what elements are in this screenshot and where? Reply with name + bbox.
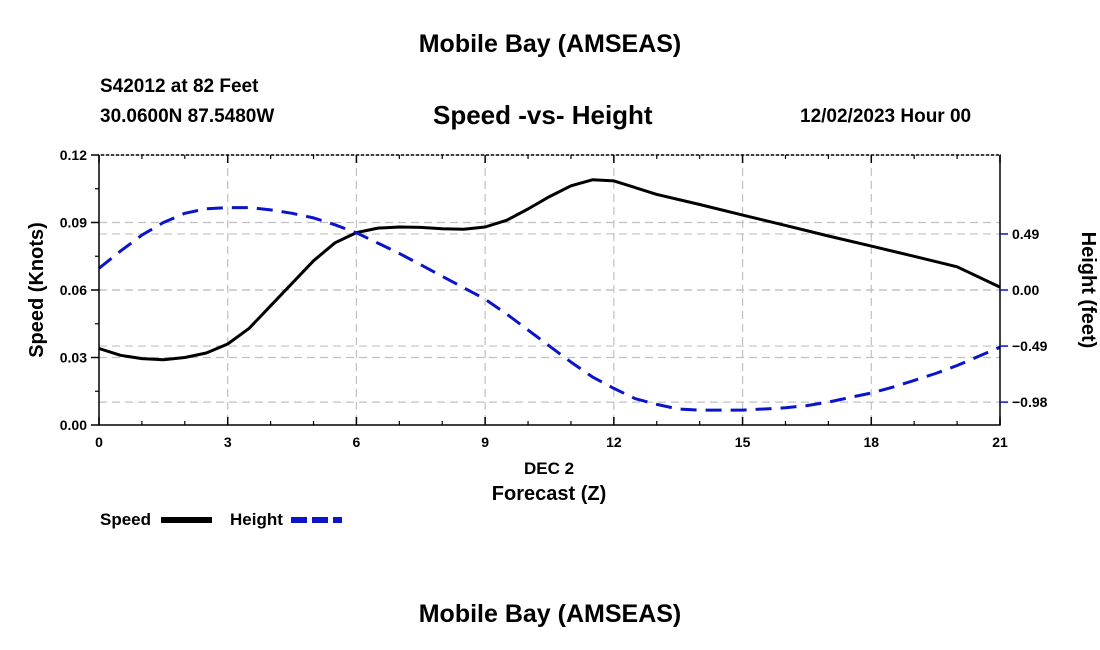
y2-axis-title: Height (feet) bbox=[1077, 232, 1099, 349]
y2-tick-label: 0.00 bbox=[1012, 282, 1039, 298]
chart-subtitle: Speed -vs- Height bbox=[433, 100, 653, 130]
legend-height-label: Height bbox=[230, 510, 283, 529]
y-tick-label: 0.06 bbox=[60, 282, 87, 298]
x-tick-label: 9 bbox=[481, 434, 489, 450]
station-label: S42012 at 82 Feet bbox=[100, 76, 259, 97]
x-tick-label: 6 bbox=[353, 434, 361, 450]
x-tick-label: 3 bbox=[224, 434, 232, 450]
x-tick-label: 12 bbox=[606, 434, 622, 450]
y-tick-label: 0.12 bbox=[60, 147, 87, 163]
y2-tick-label: −0.98 bbox=[1012, 394, 1048, 410]
x-tick-label: 18 bbox=[863, 434, 879, 450]
coordinates-label: 30.0600N 87.5480W bbox=[100, 106, 275, 127]
height-series-line bbox=[98, 206, 1001, 412]
x-tick-label: 0 bbox=[95, 434, 103, 450]
legend-speed-label: Speed bbox=[100, 510, 151, 529]
chart-top-title: Mobile Bay (AMSEAS) bbox=[418, 30, 682, 58]
y2-tick-label: 0.49 bbox=[1012, 226, 1039, 242]
axis-labels: 0 3 6 9 12 15 18 21 0.00 0.03 0.06 0.09 0.12 0.49 0.00… bbox=[26, 147, 1099, 505]
y-axis-title: Speed (Knots) bbox=[26, 222, 48, 358]
x-axis-title: Forecast (Z) bbox=[492, 483, 606, 505]
x-tick-label: 21 bbox=[992, 434, 1008, 450]
forecast-datetime: 12/02/2023 Hour 00 bbox=[800, 106, 972, 127]
speed-series-line bbox=[98, 178, 1001, 362]
chart-bottom-title: Mobile Bay (AMSEAS) bbox=[418, 600, 682, 628]
chart-axes bbox=[91, 154, 1008, 426]
x-axis-date: DEC 2 bbox=[524, 459, 574, 478]
y-tick-label: 0.00 bbox=[60, 417, 87, 433]
y-tick-label: 0.09 bbox=[60, 215, 87, 231]
x-tick-label: 15 bbox=[735, 434, 751, 450]
legend: Speed Height bbox=[100, 510, 342, 529]
y-tick-label: 0.03 bbox=[60, 350, 87, 366]
y2-tick-label: −0.49 bbox=[1012, 338, 1048, 354]
series-lines bbox=[98, 178, 1001, 412]
grid-lines bbox=[99, 155, 1000, 425]
